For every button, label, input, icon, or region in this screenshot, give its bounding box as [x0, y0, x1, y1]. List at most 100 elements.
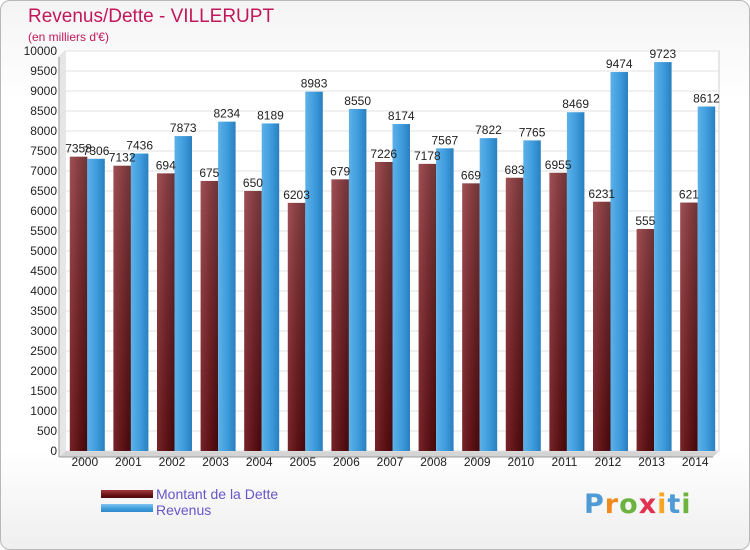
grid-line-depth — [58, 230, 66, 238]
data-label-revenue: 7436 — [126, 139, 153, 153]
bar-revenue — [479, 138, 498, 451]
data-label-revenue: 8189 — [257, 108, 284, 122]
data-label-revenue: 8983 — [301, 77, 328, 91]
grid-line-depth — [58, 390, 66, 398]
data-label-debt: 7178 — [414, 149, 441, 163]
data-label-debt: 675 — [199, 166, 219, 180]
data-label-revenue: 7306 — [83, 144, 110, 158]
grid-line-depth — [58, 190, 66, 198]
x-tick-label: 2013 — [638, 455, 665, 469]
x-tick-label: 2011 — [551, 455, 577, 469]
data-label-revenue: 7873 — [170, 121, 197, 135]
bar-revenue — [436, 148, 454, 451]
logo-letter: i — [681, 489, 692, 520]
bar-debt-shade — [331, 179, 349, 452]
bar-debt-shade — [680, 202, 698, 451]
bar-revenue — [261, 123, 280, 451]
bar-revenue — [566, 112, 585, 452]
bar-revenue — [697, 106, 716, 452]
data-label-revenue: 8550 — [344, 94, 371, 108]
y-tick-label: 10000 — [24, 44, 58, 58]
data-label-revenue: 7822 — [475, 123, 502, 137]
bar-debt-shade — [244, 190, 262, 451]
y-tick-label: 500 — [37, 424, 57, 438]
grid-line-depth — [58, 370, 66, 378]
y-tick-label: 9000 — [30, 84, 57, 98]
grid-line-depth — [58, 210, 66, 218]
bar-debt-shade — [287, 202, 306, 451]
bar-revenue — [87, 158, 105, 451]
logo-letter: t — [667, 489, 682, 520]
bar-revenue — [610, 72, 628, 451]
y-tick-label: 0 — [50, 444, 57, 458]
x-tick-label: 2007 — [377, 455, 404, 469]
grid-line-depth — [58, 350, 66, 358]
grid-line-depth — [58, 110, 66, 118]
x-tick-label: 2010 — [507, 455, 534, 469]
x-tick-label: 2014 — [682, 455, 709, 469]
x-tick-label: 2004 — [246, 455, 273, 469]
x-tick-label: 2001 — [115, 455, 142, 469]
legend-swatch-debt — [101, 490, 153, 498]
y-tick-label: 5500 — [30, 224, 57, 238]
legend-swatch-revenue — [101, 504, 153, 512]
x-tick-label: 2009 — [464, 455, 491, 469]
x-tick-label: 2003 — [202, 455, 229, 469]
grid-line-depth — [58, 310, 66, 318]
bar-revenue — [348, 109, 367, 451]
y-tick-label: 7500 — [30, 144, 57, 158]
bar-debt-shade — [69, 156, 88, 451]
y-tick-label: 6000 — [30, 204, 57, 218]
grid-line-depth — [58, 170, 66, 178]
bar-debt-shade — [636, 228, 655, 451]
bar-debt-shade — [157, 173, 175, 452]
grid-line-depth — [58, 270, 66, 278]
grid-line-depth — [58, 410, 66, 418]
data-label-debt: 650 — [243, 176, 263, 190]
data-label-debt: 669 — [461, 168, 481, 182]
x-tick-label: 2006 — [333, 455, 360, 469]
data-label-debt: 7132 — [109, 151, 136, 165]
bar-debt-shade — [113, 165, 131, 451]
x-tick-label: 2005 — [289, 455, 316, 469]
logo-letter: P — [584, 489, 605, 520]
bars — [69, 62, 716, 452]
logo-letter: i — [657, 489, 668, 520]
grid-line-depth — [58, 50, 66, 58]
grid-line-depth — [58, 290, 66, 298]
data-label-revenue: 7567 — [431, 133, 458, 147]
proxiti-logo: Proxiti — [584, 489, 692, 520]
bar-revenue — [654, 62, 672, 452]
legend-label-revenue: Revenus — [156, 502, 212, 518]
grid-line-depth — [58, 330, 66, 338]
y-tick-label: 2500 — [30, 344, 57, 358]
data-label-debt: 621 — [679, 188, 699, 202]
bar-debt-shade — [462, 183, 480, 452]
grid-line-depth — [58, 430, 66, 438]
bar-revenue — [305, 91, 323, 452]
logo-letter: x — [638, 489, 658, 520]
data-label-debt: 6955 — [545, 158, 572, 172]
data-label-debt: 6231 — [588, 187, 615, 201]
legend-label-debt: Montant de la Dette — [156, 486, 279, 502]
data-label-revenue: 8469 — [562, 97, 589, 111]
y-tick-label: 8500 — [30, 104, 57, 118]
plot-floor — [59, 451, 719, 457]
bar-debt-shade — [593, 201, 611, 451]
bar-revenue — [174, 136, 192, 451]
chart-title: Revenus/Dette - VILLERUPT — [28, 6, 275, 27]
x-tick-label: 2012 — [595, 455, 622, 469]
y-tick-label: 1500 — [30, 384, 57, 398]
data-label-revenue: 8234 — [213, 107, 240, 121]
bar-debt-shade — [505, 177, 524, 451]
bar-debt-shade — [375, 161, 393, 451]
chart-subtitle: (en milliers d'€) — [28, 30, 109, 44]
data-label-debt: 6203 — [283, 188, 310, 202]
y-tick-label: 9500 — [30, 64, 57, 78]
y-tick-label: 3500 — [30, 304, 57, 318]
data-label-revenue: 8612 — [693, 92, 720, 106]
bar-revenue — [218, 121, 236, 451]
grid-line-depth — [58, 450, 66, 458]
